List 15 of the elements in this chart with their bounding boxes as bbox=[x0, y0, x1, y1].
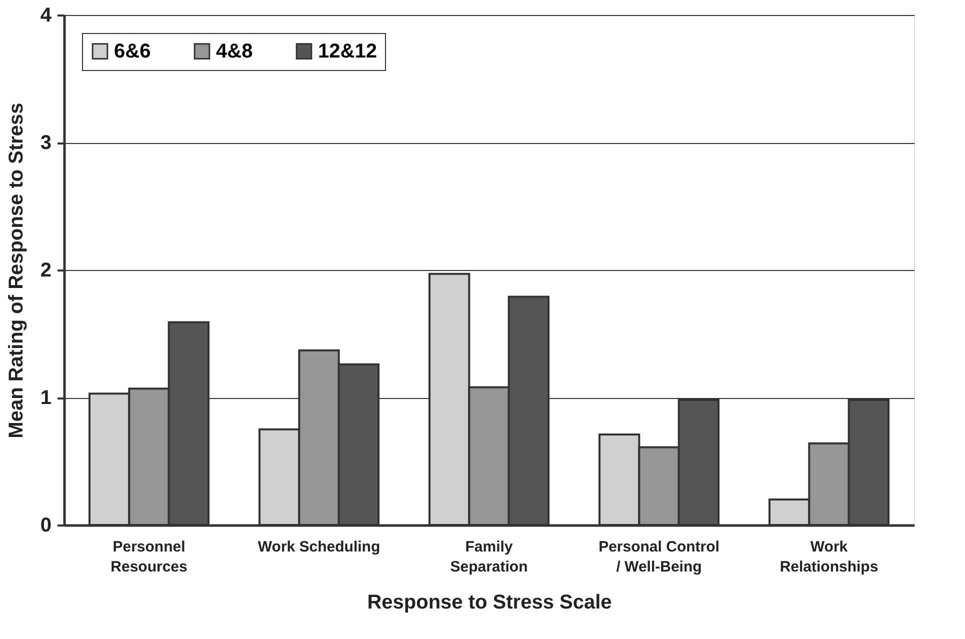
y-tick-label: 0 bbox=[40, 514, 52, 536]
y-tick-label: 2 bbox=[40, 260, 52, 282]
legend-label: 4&8 bbox=[216, 40, 253, 62]
x-tick-label: Personnel Resources bbox=[110, 538, 188, 576]
x-tick-label: Family Separation bbox=[450, 538, 528, 576]
legend-label: 6&6 bbox=[114, 40, 151, 62]
y-axis-title: Mean Rating of Response to Stress bbox=[5, 102, 28, 438]
x-axis-title: Response to Stress Scale bbox=[367, 592, 612, 614]
y-tick-label: 4 bbox=[40, 4, 52, 26]
x-tick-label: Work Scheduling bbox=[258, 538, 380, 556]
legend-label: 12&12 bbox=[318, 40, 377, 62]
y-tick-label: 3 bbox=[40, 132, 52, 154]
x-tick-label: Personal Control / Well-Being bbox=[598, 538, 720, 576]
y-tick-label: 1 bbox=[40, 387, 52, 409]
x-tick-label: Work Relationships bbox=[780, 538, 878, 576]
